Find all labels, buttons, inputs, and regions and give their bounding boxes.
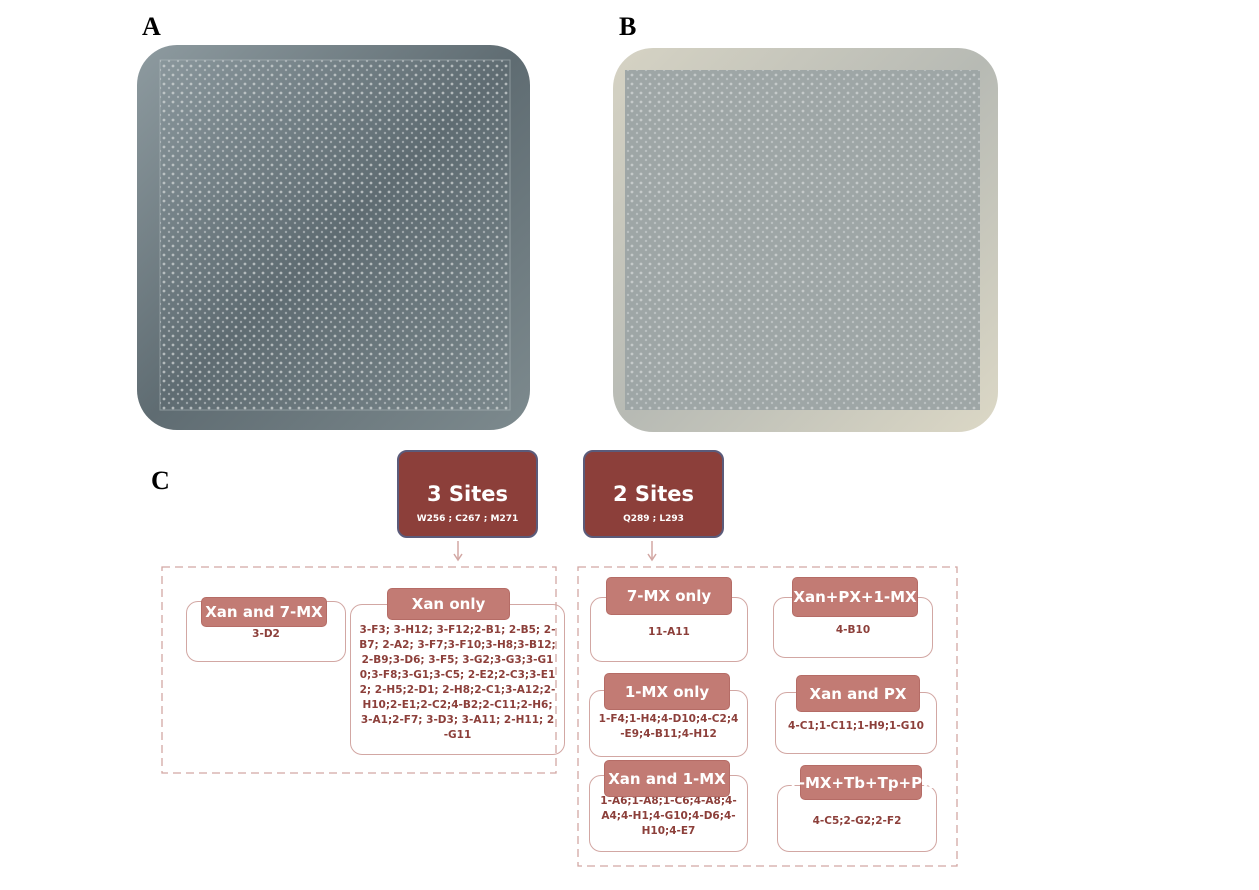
arrows xyxy=(453,541,657,562)
group-items: 3-F3; 3-H12; 3-F12;2-B1; 2-B5; 2-B7; 2-A… xyxy=(350,604,565,755)
photo-a xyxy=(137,45,530,430)
site-title: 3 Sites xyxy=(426,482,509,506)
site-residues: Q289 ; L293 xyxy=(623,514,684,524)
site-box: 3 Sites W256 ; C267 ; M271 xyxy=(397,450,538,538)
group-frames xyxy=(161,566,958,867)
photo-b xyxy=(613,48,998,432)
site-residues: W256 ; C267 ; M271 xyxy=(416,514,519,524)
group-title: 1-MX only xyxy=(604,673,730,710)
panel-label: A xyxy=(142,12,161,41)
group-title: 7-MX+Tb+Tp+PX xyxy=(788,765,934,800)
group-title: Xan and 1-MX xyxy=(604,760,730,797)
group-title: 7-MX only xyxy=(606,577,732,615)
group-title: Xan only xyxy=(387,588,510,620)
group-title: Xan and 7-MX xyxy=(201,597,327,627)
group-title: Xan and PX xyxy=(796,675,920,712)
group-title: Xan+PX+1-MX xyxy=(792,577,918,617)
panel-label: C xyxy=(151,466,170,495)
site-box: 2 Sites Q289 ; L293 xyxy=(583,450,724,538)
site-title: 2 Sites xyxy=(612,482,695,506)
panel-label: B xyxy=(619,12,637,41)
